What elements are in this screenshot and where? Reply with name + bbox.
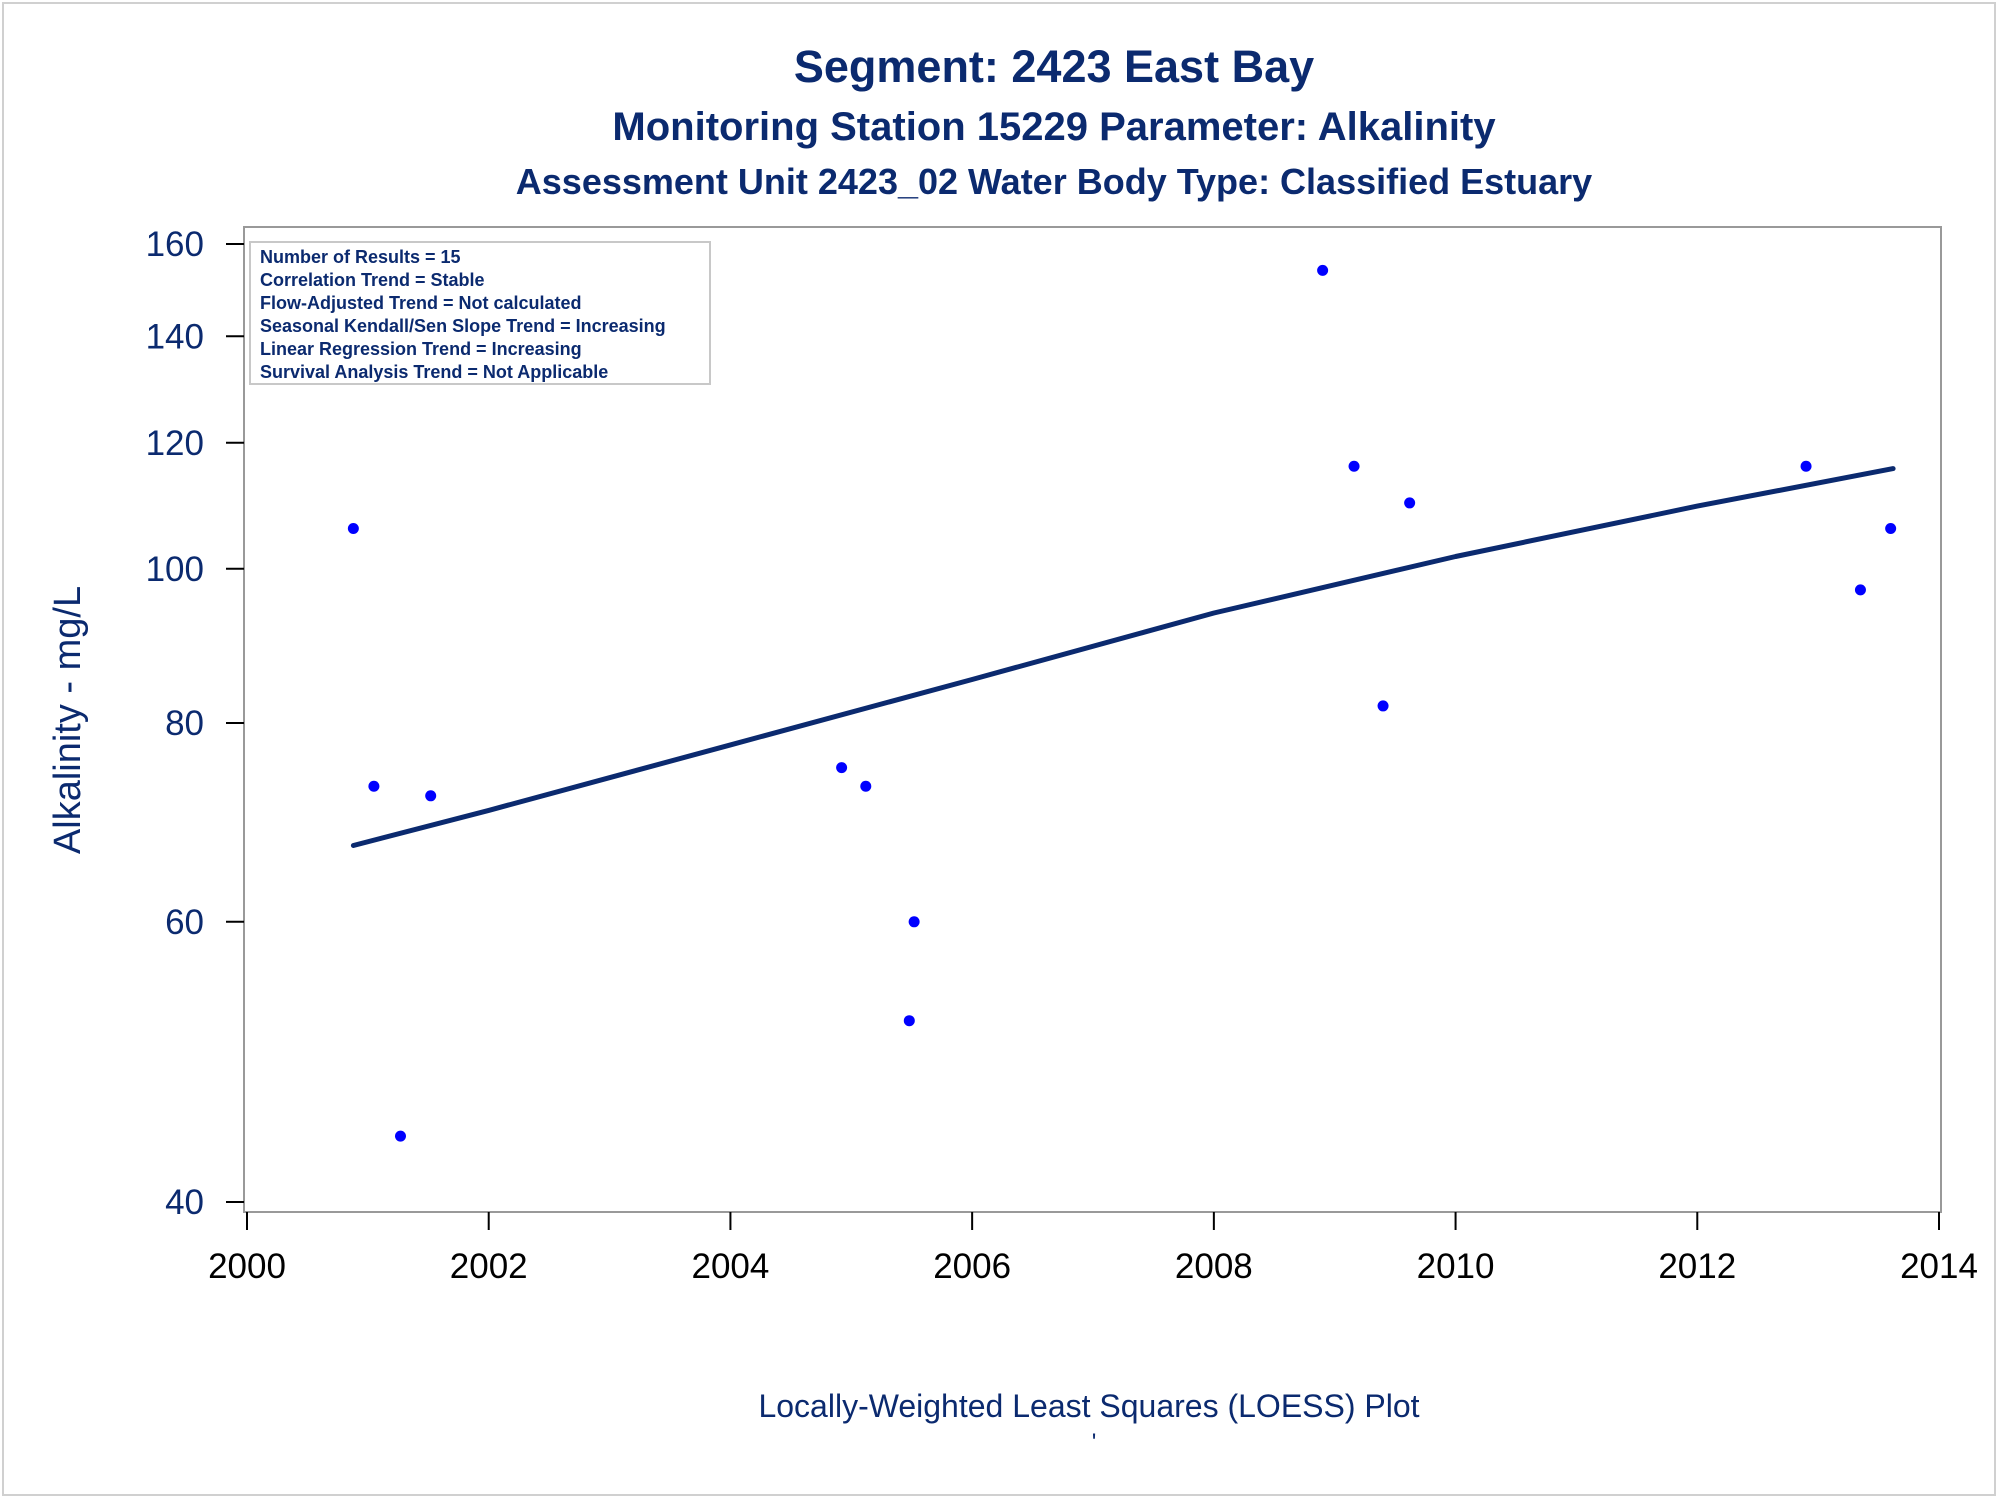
x-axis: 2000 2002 2004 2006 2008 2010 2012 2014 (208, 1211, 1978, 1286)
stat-line: Number of Results = 15 (260, 247, 461, 267)
data-point (425, 790, 437, 802)
stat-line: Linear Regression Trend = Increasing (260, 339, 582, 359)
x-tick-label: 2000 (208, 1247, 286, 1286)
data-point (1800, 460, 1812, 472)
y-tick-label: 40 (165, 1183, 204, 1222)
data-point (1377, 700, 1389, 712)
x-tick-label: 2012 (1658, 1247, 1736, 1286)
stat-line: Flow-Adjusted Trend = Not calculated (260, 293, 582, 313)
y-axis-label: Alkalinity - mg/L (47, 586, 89, 854)
data-point (394, 1130, 406, 1142)
y-tick-label: 120 (146, 424, 204, 463)
stat-line: Seasonal Kendall/Sen Slope Trend = Incre… (260, 316, 666, 336)
data-point (1854, 584, 1866, 596)
data-point (1348, 460, 1360, 472)
data-point (347, 523, 359, 535)
y-tick-label: 140 (146, 317, 204, 356)
x-tick-label: 2002 (450, 1247, 528, 1286)
x-tick-label: 2010 (1417, 1247, 1495, 1286)
stat-line: Correlation Trend = Stable (260, 270, 485, 290)
x-tick-label: 2014 (1900, 1247, 1978, 1286)
footnote-mark: ' (1092, 1429, 1097, 1456)
y-tick-label: 80 (165, 704, 204, 743)
y-tick-label: 100 (146, 550, 204, 589)
data-point (908, 916, 920, 928)
data-point (903, 1015, 915, 1027)
data-point (836, 762, 848, 774)
x-tick-label: 2006 (933, 1247, 1011, 1286)
data-point (1885, 523, 1897, 535)
data-point (1404, 497, 1416, 509)
data-points (347, 264, 1897, 1142)
x-tick-label: 2004 (691, 1247, 769, 1286)
title-line-1: Segment: 2423 East Bay (794, 41, 1314, 92)
data-point (1317, 264, 1329, 276)
y-tick-label: 60 (165, 903, 204, 942)
loess-chart: Segment: 2423 East Bay Monitoring Statio… (47, 41, 1978, 1456)
loess-trend-line (350, 466, 1896, 848)
trend-line-group (350, 466, 1896, 848)
stats-box: Number of Results = 15 Correlation Trend… (249, 241, 711, 385)
data-point (860, 780, 872, 792)
x-tick-label: 2008 (1175, 1247, 1253, 1286)
y-tick-label: 160 (146, 225, 204, 264)
y-axis: 40 60 80 100 120 140 160 (146, 225, 245, 1222)
data-point (368, 780, 380, 792)
footnote: Locally-Weighted Least Squares (LOESS) P… (758, 1388, 1419, 1424)
stats-box-frame (249, 241, 711, 385)
title-line-3: Assessment Unit 2423_02 Water Body Type:… (516, 161, 1592, 202)
stat-line: Survival Analysis Trend = Not Applicable (260, 362, 608, 382)
title-line-2: Monitoring Station 15229 Parameter: Alka… (612, 105, 1496, 149)
